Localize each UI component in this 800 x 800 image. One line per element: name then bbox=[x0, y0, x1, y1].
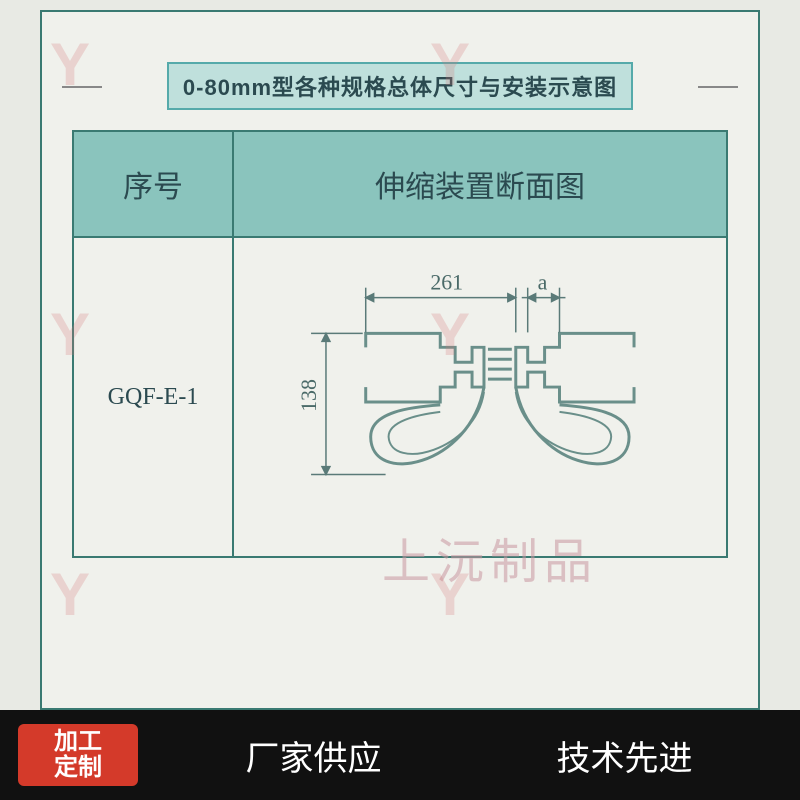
model-cell: GQF-E-1 bbox=[74, 238, 234, 556]
title-bar: 0-80mm型各种规格总体尺寸与安装示意图 bbox=[72, 62, 728, 110]
footer-text-1: 厂家供应 bbox=[246, 731, 382, 780]
table-header-row: 序号 伸缩装置断面图 bbox=[72, 130, 728, 238]
header-col-index: 序号 bbox=[74, 132, 234, 236]
spec-table: 序号 伸缩装置断面图 GQF-E-1 bbox=[72, 130, 728, 558]
footer-text-group: 厂家供应 技术先进 bbox=[138, 731, 800, 780]
header-col-diagram: 伸缩装置断面图 bbox=[234, 132, 726, 236]
badge: 加工 定制 bbox=[18, 724, 138, 786]
badge-line1: 加工 bbox=[54, 729, 102, 755]
page-title: 0-80mm型各种规格总体尺寸与安装示意图 bbox=[167, 62, 633, 110]
document-page: 0-80mm型各种规格总体尺寸与安装示意图 序号 伸缩装置断面图 GQF-E-1 bbox=[40, 10, 760, 710]
table-row: GQF-E-1 bbox=[72, 238, 728, 558]
diagram-cell: 261 a bbox=[234, 238, 726, 556]
footer-text-2: 技术先进 bbox=[557, 731, 693, 780]
dim-width-label: 261 bbox=[430, 271, 463, 295]
footer-bar: 加工 定制 厂家供应 技术先进 bbox=[0, 710, 800, 800]
badge-line2: 定制 bbox=[54, 755, 102, 781]
dim-gap-label: a bbox=[538, 271, 548, 295]
dim-height-label: 138 bbox=[297, 379, 321, 412]
cross-section-diagram: 261 a bbox=[234, 238, 726, 556]
